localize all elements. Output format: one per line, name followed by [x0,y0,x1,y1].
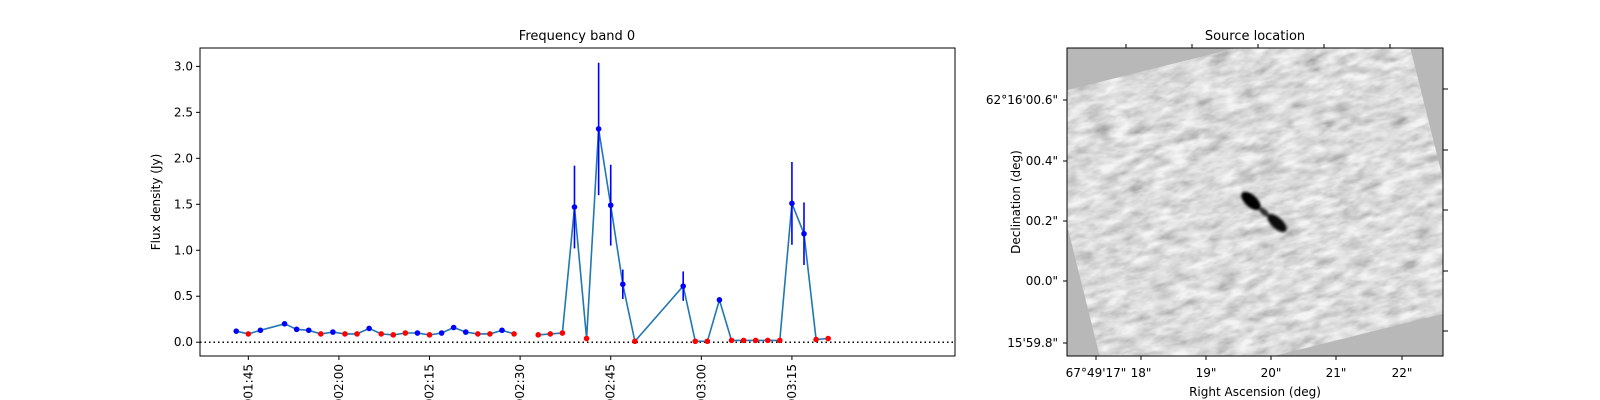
detection-point [462,329,469,335]
y-tick-label: 3.0 [174,59,193,73]
detection-point [716,297,723,303]
detection-point [366,325,372,332]
upper-limit-point [692,338,699,345]
source-blob [1241,191,1287,233]
detection-point [330,329,336,335]
upper-limit-point [511,331,517,337]
source-image-panel: Source location Right Ascension (deg) De… [986,29,1448,399]
source-image-title: Source location [1205,29,1305,44]
detection-point [233,328,240,334]
lightcurve-axes-frame [199,47,956,357]
upper-limit-point [547,331,554,337]
lightcurve-y-label: Flux density (Jy) [149,154,163,251]
dec-tick-label: 00.2" [1026,214,1058,228]
upper-limit-point [318,331,324,337]
lightcurve-panel: Frequency band 0 Flux density (Jy) 0.00.… [149,29,956,400]
detection-point [305,327,312,334]
ra-tick-label: 19" [1196,366,1217,380]
top-axis-ticks [1125,44,1391,48]
y-tick-label: 1.5 [174,197,193,211]
x-tick-label: 003:15 [785,364,799,400]
y-tick-label: 0.5 [174,289,193,303]
upper-limit-point [728,337,735,344]
ra-tick-label: 20" [1261,366,1282,380]
detection-point [620,281,626,288]
upper-limit-point [535,332,542,338]
y-tick-label: 2.0 [174,151,193,165]
data-points [233,126,831,345]
upper-limit-point [487,331,493,337]
right-axis-ticks [1443,88,1448,332]
x-tick-label: 002:15 [423,364,437,400]
ra-tick-label: 18" [1131,366,1152,380]
upper-limit-point [825,335,831,342]
ra-tick-label: 22" [1392,366,1413,380]
x-tick-label: 002:00 [332,364,346,400]
x-tick-label: 002:30 [513,364,527,400]
upper-limit-point [378,331,385,337]
upper-limit-point [764,337,771,344]
source-image-frame [1066,47,1444,357]
upper-limit-point [777,337,783,344]
upper-limit-point [390,332,397,338]
detection-point [789,200,795,207]
upper-limit-point [354,331,360,337]
detection-point [595,126,602,132]
upper-limit-point [813,336,819,343]
detection-point [607,202,614,209]
upper-limit-point [752,337,759,344]
detection-point [281,321,288,327]
detection-point [571,204,578,210]
series-line [538,128,829,344]
upper-limit-point [342,331,348,337]
x-axis-ticks: 001:45 002:00 002:15 002:30 002:45 003:00 003:… [241,356,799,400]
dec-tick-label: 62°16'00.6" [986,93,1058,107]
detection-point [438,330,445,336]
upper-limit-point [426,332,433,338]
ra-tick-label: 21" [1326,366,1347,380]
detection-point [450,324,457,331]
upper-limit-point [704,338,711,345]
upper-limit-point [740,337,747,344]
dec-tick-label: 00.4" [1026,154,1058,168]
detection-point [499,327,505,334]
upper-limit-point [402,330,409,336]
y-tick-label: 1.0 [174,243,193,257]
dec-axis-label: Declination (deg) [1009,150,1023,254]
detection-point [680,283,686,289]
detection-point [257,327,264,334]
upper-limit-point [475,331,481,337]
ra-axis-label: Right Ascension (deg) [1189,385,1321,399]
source-image [1067,48,1443,356]
dec-tick-labels: 15'59.8" 00.0" 00.2" 00.4" 62°16'00.6" [986,93,1067,350]
upper-limit-point [559,330,566,336]
y-tick-label: 0.0 [174,335,193,349]
detection-point [293,326,300,333]
dec-tick-label: 15'59.8" [1007,336,1058,350]
x-tick-label: 002:45 [604,364,618,400]
ra-tick-label: 67°49'17" [1066,366,1127,380]
y-axis-ticks: 0.0 0.5 1.0 1.5 2.0 2.5 3.0 [174,59,200,349]
x-tick-label: 003:00 [694,364,708,400]
y-tick-label: 2.5 [174,105,193,119]
upper-limit-point [583,335,590,342]
detection-point [801,230,807,237]
detection-point [414,330,421,336]
lightcurve-title: Frequency band 0 [519,29,635,44]
x-tick-label: 001:45 [241,364,255,400]
ra-tick-labels: 67°49'17" 18" 19" 20" 21" 22" [1066,356,1413,380]
upper-limit-point [245,331,252,337]
dec-tick-label: 00.0" [1026,274,1058,288]
upper-limit-point [632,338,638,345]
